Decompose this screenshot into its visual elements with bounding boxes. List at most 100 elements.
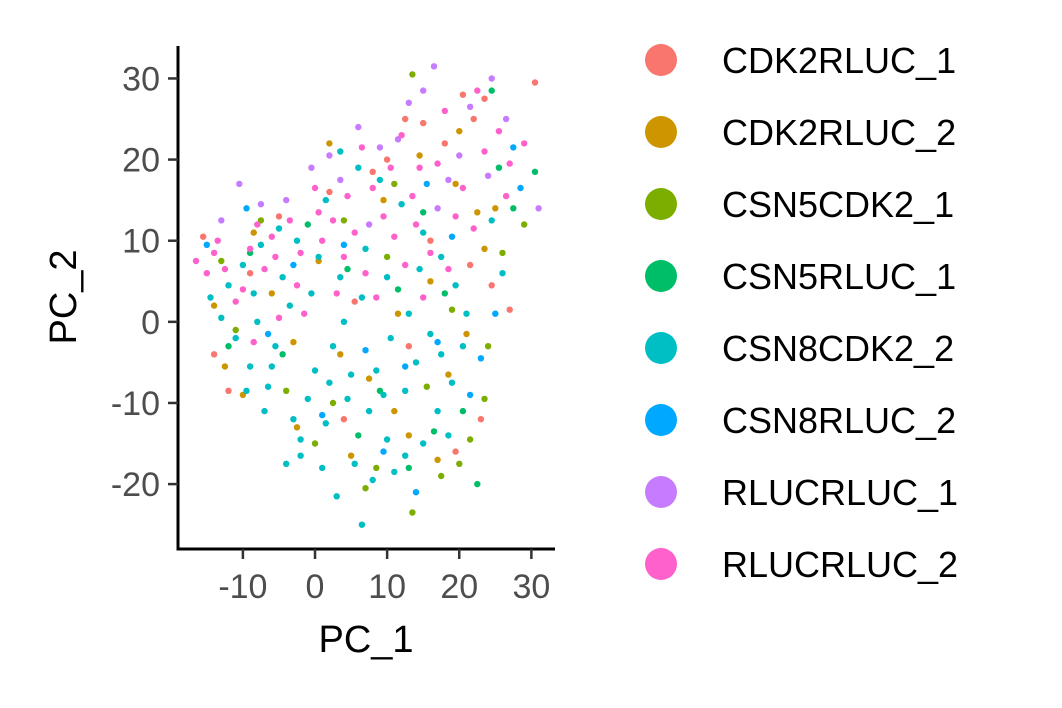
point-RLUCRLUC_2-28 [427, 249, 434, 257]
point-CDK2RLUC_1-7 [225, 387, 232, 394]
legend-key-CSN8CDK2_2 [645, 332, 677, 364]
point-CSN8CDK2_2-13 [286, 302, 293, 309]
point-CSN5RLUC_1-4 [405, 464, 412, 472]
legend-key-RLUCRLUC_1 [645, 476, 677, 508]
point-CSN8CDK2_2-66 [402, 387, 409, 394]
point-CDK2RLUC_1-23 [351, 298, 358, 305]
point-CSN8CDK2_2-60 [416, 265, 423, 273]
point-CDK2RLUC_1-9 [488, 282, 495, 289]
point-CSN8RLUC_2-7 [380, 448, 387, 455]
point-CSN8RLUC_2-6 [203, 241, 210, 248]
point-CSN8CDK2_2-15 [329, 343, 337, 350]
point-CSN8CDK2_2-41 [239, 261, 247, 269]
point-CDK2RLUC_1-15 [369, 168, 376, 175]
point-RLUCRLUC_2-16 [250, 338, 257, 346]
point-CSN5RLUC_1-16 [495, 164, 503, 171]
point-RLUCRLUC_2-13 [203, 270, 210, 277]
legend-label-CSN8RLUC_2: CSN8RLUC_2 [722, 400, 956, 441]
point-CDK2RLUC_2-18 [434, 456, 441, 463]
point-CDK2RLUC_2-7 [391, 407, 398, 415]
point-CDK2RLUC_2-8 [347, 452, 355, 459]
y-tick-label-3: 10 [122, 223, 160, 261]
point-RLUCRLUC_2-11 [246, 245, 254, 252]
legend-label-RLUCRLUC_1: RLUCRLUC_1 [722, 472, 958, 513]
point-CDK2RLUC_1-4 [420, 119, 427, 127]
point-CSN8CDK2_2-50 [243, 387, 250, 394]
legend-key-CSN5CDK2_1 [645, 188, 677, 220]
point-CSN5RLUC_1-3 [474, 480, 481, 488]
legend-key-CSN5RLUC_1 [645, 260, 677, 292]
y-tick-label-1: -10 [111, 385, 160, 423]
point-RLUCRLUC_2-14 [192, 257, 200, 265]
point-CDK2RLUC_2-4 [221, 363, 229, 370]
point-RLUCRLUC_2-47 [402, 261, 409, 269]
point-RLUCRLUC_2-32 [301, 310, 308, 317]
point-CDK2RLUC_1-12 [452, 448, 459, 455]
point-CSN8CDK2_2-14 [311, 367, 319, 374]
point-CSN5CDK2_1-18 [484, 343, 492, 350]
point-CSN8CDK2_2-43 [304, 395, 311, 403]
y-tick-label-0: -20 [111, 466, 160, 504]
point-CSN8CDK2_2-21 [434, 407, 441, 415]
point-CDK2RLUC_2-6 [445, 371, 452, 378]
point-RLUCRLUC_2-44 [329, 217, 337, 224]
point-CDK2RLUC_1-20 [200, 233, 207, 240]
point-CDK2RLUC_2-14 [365, 375, 373, 382]
point-CSN8RLUC_2-11 [264, 330, 272, 338]
point-CSN5CDK2_1-19 [218, 257, 225, 265]
point-CSN5CDK2_1-11 [383, 253, 391, 261]
point-CDK2RLUC_1-0 [481, 95, 488, 102]
point-CSN8CDK2_2-27 [420, 229, 427, 236]
point-CSN5RLUC_1-13 [355, 432, 362, 439]
point-RLUCRLUC_2-41 [470, 225, 477, 232]
point-CSN5RLUC_1-2 [510, 205, 517, 212]
point-RLUCRLUC_2-22 [409, 192, 416, 200]
point-CDK2RLUC_1-1 [459, 91, 467, 98]
point-RLUCRLUC_1-16 [337, 176, 344, 184]
point-CSN8CDK2_2-61 [322, 196, 329, 204]
point-CSN8CDK2_2-69 [297, 452, 304, 459]
point-RLUCRLUC_2-36 [358, 144, 366, 151]
point-CSN8CDK2_2-57 [362, 245, 369, 252]
point-CSN8CDK2_2-46 [351, 460, 358, 467]
point-RLUCRLUC_1-4 [405, 99, 412, 107]
point-CSN8CDK2_2-68 [438, 351, 445, 358]
point-CDK2RLUC_2-22 [394, 310, 402, 317]
point-RLUCRLUC_1-20 [326, 152, 333, 159]
legend-key-CDK2RLUC_1 [645, 44, 677, 76]
point-CSN8CDK2_2-52 [427, 330, 434, 338]
point-RLUCRLUC_2-19 [319, 237, 326, 244]
point-CSN8CDK2_2-40 [257, 241, 265, 248]
point-RLUCRLUC_1-17 [456, 152, 463, 159]
point-CSN5CDK2_1-0 [409, 71, 416, 78]
point-CSN8CDK2_2-35 [358, 294, 366, 301]
point-CSN5RLUC_1-7 [344, 265, 351, 273]
point-CDK2RLUC_2-15 [268, 290, 275, 297]
y-tick-label-5: 30 [122, 60, 160, 98]
point-CSN8RLUC_2-2 [477, 355, 485, 362]
point-CSN8RLUC_2-15 [448, 233, 456, 240]
point-CSN8CDK2_2-23 [459, 343, 467, 350]
point-CDK2RLUC_2-9 [250, 229, 257, 236]
point-CSN8CDK2_2-0 [358, 521, 366, 528]
point-CSN5RLUC_1-0 [488, 87, 495, 94]
point-CSN5CDK2_1-2 [456, 460, 463, 467]
point-CDK2RLUC_2-1 [452, 180, 459, 188]
y-tick-label-4: 20 [122, 142, 160, 180]
point-RLUCRLUC_1-3 [466, 103, 474, 111]
point-CSN5RLUC_1-10 [420, 209, 427, 216]
point-CDK2RLUC_1-14 [275, 213, 283, 220]
point-CSN8CDK2_2-20 [420, 440, 427, 447]
point-CSN8CDK2_2-45 [319, 464, 326, 472]
point-CSN5RLUC_1-9 [376, 387, 384, 394]
point-RLUCRLUC_2-10 [268, 233, 275, 240]
point-CSN8CDK2_2-19 [402, 452, 409, 459]
point-CSN8CDK2_2-3 [297, 436, 304, 443]
legend-label-CDK2RLUC_2: CDK2RLUC_2 [722, 112, 956, 153]
point-CDK2RLUC_2-17 [405, 432, 412, 439]
point-RLUCRLUC_1-0 [430, 63, 438, 70]
point-CSN5CDK2_1-10 [232, 326, 239, 334]
point-CSN8CDK2_2-28 [398, 201, 405, 208]
point-CSN8RLUC_2-12 [319, 411, 326, 419]
